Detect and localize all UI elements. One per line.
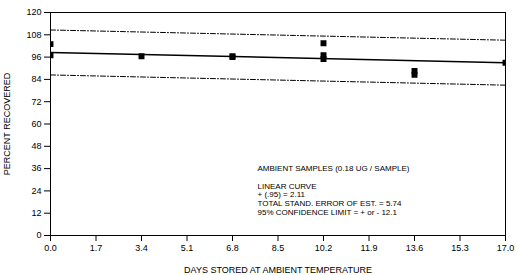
svg-text:AMBIENT SAMPLES (0.18 UG / SAM: AMBIENT SAMPLES (0.18 UG / SAMPLE)LINEAR… [258, 164, 410, 217]
svg-text:8.5: 8.5 [272, 243, 285, 253]
svg-text:13.6: 13.6 [406, 243, 424, 253]
svg-text:0: 0 [36, 230, 41, 240]
svg-text:6.8: 6.8 [226, 243, 239, 253]
svg-text:0.0: 0.0 [44, 243, 57, 253]
svg-text:48: 48 [31, 141, 41, 151]
svg-text:10.2: 10.2 [315, 243, 333, 253]
svg-text:3.4: 3.4 [135, 243, 148, 253]
svg-text:96: 96 [31, 52, 41, 62]
svg-text:17.0: 17.0 [497, 243, 515, 253]
svg-text:24: 24 [31, 186, 41, 196]
svg-text:108: 108 [26, 30, 41, 40]
svg-text:11.9: 11.9 [361, 243, 378, 253]
svg-text:72: 72 [31, 97, 41, 107]
svg-text:5.1: 5.1 [181, 243, 194, 253]
svg-text:84: 84 [31, 74, 41, 84]
svg-text:36: 36 [31, 163, 41, 173]
svg-text:120: 120 [26, 7, 41, 17]
svg-text:PERCENT RECOVERED: PERCENT RECOVERED [2, 72, 12, 175]
svg-text:15.3: 15.3 [451, 243, 469, 253]
svg-text:1.7: 1.7 [90, 243, 103, 253]
svg-text:DAYS STORED AT AMBIENT TEMPERA: DAYS STORED AT AMBIENT TEMPERATURE [184, 265, 372, 275]
svg-text:60: 60 [31, 119, 41, 129]
svg-text:12: 12 [31, 208, 41, 218]
